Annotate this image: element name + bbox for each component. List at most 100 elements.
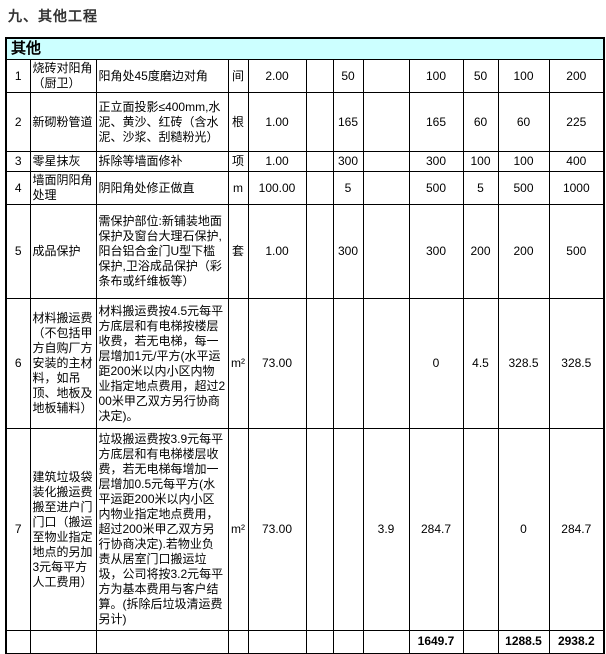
totals-row-cell-c12: 2938.2 <box>548 630 605 654</box>
table-row-6-cell-desc: 材料搬运费按4.5元每平方底层和有电梯按楼层收费，若无电梯，每一层增加1元/平方… <box>95 298 229 429</box>
table-row-2-cell-c8 <box>362 92 410 152</box>
table-row-4-cell-c10: 5 <box>462 171 499 205</box>
table-row-6-cell-unit: m² <box>227 298 249 429</box>
table-row-3-cell-c10: 100 <box>462 151 499 172</box>
table-row-3-cell-c9: 300 <box>408 151 464 172</box>
totals-row-cell-c9: 1649.7 <box>408 630 464 654</box>
table-row-3-cell-desc: 拆除等墙面修补 <box>95 151 229 172</box>
table-row-6-cell-no: 6 <box>5 298 31 429</box>
table-row-7-cell-c12: 284.7 <box>548 428 605 631</box>
table-row-6-cell-c6 <box>305 298 334 429</box>
table-row-5-cell-c9: 300 <box>408 204 464 299</box>
table-row-4-cell-no: 4 <box>5 171 31 205</box>
table-row-4-cell-c8 <box>362 171 410 205</box>
table-row-5-cell-unit: 套 <box>227 204 249 299</box>
table-row-7-cell-desc: 垃圾搬运费按3.9元每平方底层和有电梯楼层收费，若无电梯每增加一层增加0.5元每… <box>95 428 229 631</box>
table-row-7-cell-c6 <box>305 428 334 631</box>
table-row-4-cell-c11: 500 <box>497 171 550 205</box>
totals-row-cell-c11: 1288.5 <box>497 630 550 654</box>
table-row-5-cell-desc: 需保护部位:新铺装地面保护及窗台大理石保护,阳台铝合金门U型下槛保护,卫浴成品保… <box>95 204 229 299</box>
table-row-1-cell-c12: 200 <box>548 59 605 93</box>
table-row-6: 6 材料搬运费（不包括甲方自购厂方安装的主材料，如吊顶、地板及地板辅料） 材料搬运费… <box>5 298 605 429</box>
table-row-5-cell-no: 5 <box>5 204 31 299</box>
table-row-1-cell-no: 1 <box>5 59 31 93</box>
section-header-row: 其他 <box>5 37 605 60</box>
table-row-7-cell-c9: 284.7 <box>408 428 464 631</box>
section-header: 其他 <box>5 37 605 60</box>
totals-row: 1649.7 1288.5 2938.2 <box>5 630 605 654</box>
table-row-3-cell-c7: 300 <box>332 151 364 172</box>
table-body: 其他 1 烧砖对阳角（厨卫） 阳角处45度磨边对角间 2.00 50 100 50 100 20… <box>5 37 605 654</box>
table-row-3-cell-item: 零星抹灰 <box>29 151 97 172</box>
table-row-1-cell-desc: 阳角处45度磨边对角 <box>95 59 229 93</box>
table-row-1-cell-c8 <box>362 59 410 93</box>
table-row-1-cell-c10: 50 <box>462 59 499 93</box>
table-row-6-cell-qty: 73.00 <box>247 298 307 429</box>
table-row-2-cell-c12: 225 <box>548 92 605 152</box>
table-row-2-cell-c9: 165 <box>408 92 464 152</box>
table-row-4-cell-c7: 5 <box>332 171 364 205</box>
table-row-3-cell-c12: 400 <box>548 151 605 172</box>
table-row-6-cell-c9: 0 <box>408 298 464 429</box>
table-row-4-cell-c9: 500 <box>408 171 464 205</box>
totals-row-cell-no <box>5 630 31 654</box>
table-row-7-cell-qty: 73.00 <box>247 428 307 631</box>
table-row-2: 2 新砌粉管道 正立面投影≤400mm,水泥、黄沙、红砖（含水泥、沙浆、刮糙粉光）根… <box>5 92 605 152</box>
page-title: 九、其他工程 <box>8 8 98 24</box>
table-row-6-cell-c12: 328.5 <box>548 298 605 429</box>
table-row-5-cell-c12: 500 <box>548 204 605 299</box>
table-row-6-cell-c10: 4.5 <box>462 298 499 429</box>
table-row-4-cell-c12: 1000 <box>548 171 605 205</box>
table-row-5: 5 成品保护 需保护部位:新铺装地面保护及窗台大理石保护,阳台铝合金门U型下槛保护,… <box>5 204 605 299</box>
table-row-2-cell-qty: 1.00 <box>247 92 307 152</box>
table-row-4-cell-item: 墙面阴阳角处理 <box>29 171 97 205</box>
table-row-4-cell-c6 <box>305 171 334 205</box>
table-row-2-cell-c7: 165 <box>332 92 364 152</box>
table-row-3-cell-c6 <box>305 151 334 172</box>
totals-row-cell-c6 <box>305 630 334 654</box>
table-row-2-cell-no: 2 <box>5 92 31 152</box>
totals-row-cell-c8 <box>362 630 410 654</box>
table-row-6-cell-c11: 328.5 <box>497 298 550 429</box>
table-row-7-cell-c11: 0 <box>497 428 550 631</box>
table-row-7-cell-c10 <box>462 428 499 631</box>
totals-row-cell-c10 <box>462 630 499 654</box>
table-row-2-cell-item: 新砌粉管道 <box>29 92 97 152</box>
table-row-1-cell-c7: 50 <box>332 59 364 93</box>
table-row-5-cell-qty: 1.00 <box>247 204 307 299</box>
table-row-7: 7 建筑垃圾袋装化搬运费搬至进户门门口（搬运至物业指定地点的另加3元每平方人工费用… <box>5 428 605 631</box>
table-row-5-cell-c8 <box>362 204 410 299</box>
table-row-2-cell-unit: 根 <box>227 92 249 152</box>
table-row-1-cell-item: 烧砖对阳角（厨卫） <box>29 59 97 93</box>
table-row-4: 4 墙面阴阳角处理 阴阳角处修正做直 m 100.00 5 500 5 500 1000 <box>5 171 605 205</box>
table-row-4-cell-unit: m <box>227 171 249 205</box>
table-row-1: 1 烧砖对阳角（厨卫） 阳角处45度磨边对角间 2.00 50 100 50 100 200 <box>5 59 605 93</box>
table-row-2-cell-desc: 正立面投影≤400mm,水泥、黄沙、红砖（含水泥、沙浆、刮糙粉光） <box>95 92 229 152</box>
other-works-table: 其他 1 烧砖对阳角（厨卫） 阳角处45度磨边对角间 2.00 50 100 50 100 20… <box>5 37 606 654</box>
table-row-6-cell-c7 <box>332 298 364 429</box>
table-row-2-cell-c11: 60 <box>497 92 550 152</box>
table-row-2-cell-c6 <box>305 92 334 152</box>
table-row-1-cell-c6 <box>305 59 334 93</box>
table-row-1-cell-qty: 2.00 <box>247 59 307 93</box>
table-row-6-cell-c8 <box>362 298 410 429</box>
table-row-5-cell-item: 成品保护 <box>29 204 97 299</box>
totals-row-cell-qty <box>247 630 307 654</box>
table-row-6-cell-item: 材料搬运费（不包括甲方自购厂方安装的主材料，如吊顶、地板及地板辅料） <box>29 298 97 429</box>
table-row-1-cell-c9: 100 <box>408 59 464 93</box>
table-row-3-cell-unit: 项 <box>227 151 249 172</box>
table-row-4-cell-desc: 阴阳角处修正做直 <box>95 171 229 205</box>
table-row-1-cell-unit: 间 <box>227 59 249 93</box>
table-row-5-cell-c7: 300 <box>332 204 364 299</box>
table-row-5-cell-c6 <box>305 204 334 299</box>
table-row-1-cell-c11: 100 <box>497 59 550 93</box>
table-row-3-cell-c11: 100 <box>497 151 550 172</box>
table-row-3-cell-no: 3 <box>5 151 31 172</box>
table-row-3-cell-qty: 1.00 <box>247 151 307 172</box>
table-row-4-cell-qty: 100.00 <box>247 171 307 205</box>
totals-row-cell-unit <box>227 630 249 654</box>
totals-row-cell-c7 <box>332 630 364 654</box>
table-row-5-cell-c11: 200 <box>497 204 550 299</box>
table-row-3-cell-c8 <box>362 151 410 172</box>
